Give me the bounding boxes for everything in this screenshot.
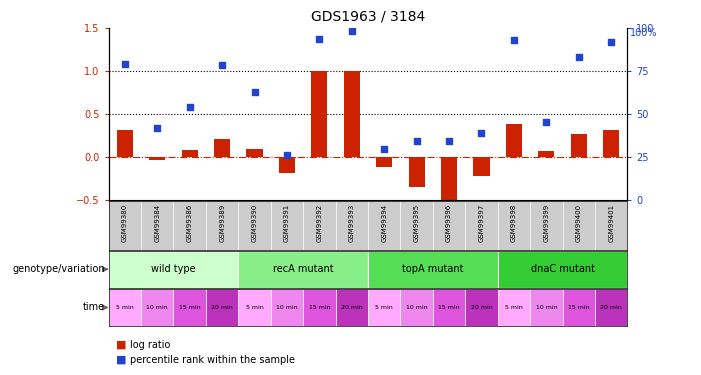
Bar bbox=[247, 148, 263, 157]
Bar bbox=[473, 157, 489, 176]
Text: topA mutant: topA mutant bbox=[402, 264, 463, 274]
Bar bbox=[206, 289, 238, 326]
Bar bbox=[174, 289, 206, 326]
Bar bbox=[368, 251, 498, 288]
Bar bbox=[433, 289, 465, 326]
Point bbox=[217, 62, 228, 68]
Text: 5 min: 5 min bbox=[116, 305, 134, 310]
Point bbox=[379, 146, 390, 152]
Text: 15 min: 15 min bbox=[308, 305, 330, 310]
Bar bbox=[441, 157, 457, 200]
Text: wild type: wild type bbox=[151, 264, 196, 274]
Bar bbox=[238, 289, 271, 326]
Text: 20 min: 20 min bbox=[211, 305, 233, 310]
Bar bbox=[279, 157, 295, 172]
Point bbox=[606, 39, 617, 45]
Text: percentile rank within the sample: percentile rank within the sample bbox=[130, 355, 294, 365]
Text: GSM99398: GSM99398 bbox=[511, 203, 517, 242]
Text: 10 min: 10 min bbox=[147, 305, 168, 310]
Point bbox=[151, 125, 163, 131]
Point bbox=[573, 54, 585, 60]
Text: GSM99390: GSM99390 bbox=[252, 203, 257, 242]
Text: GSM99401: GSM99401 bbox=[608, 203, 614, 242]
Text: 10 min: 10 min bbox=[276, 305, 298, 310]
Bar bbox=[538, 151, 554, 157]
Bar bbox=[603, 129, 619, 157]
Point bbox=[184, 104, 196, 110]
Text: GSM99397: GSM99397 bbox=[479, 203, 484, 242]
Text: GSM99384: GSM99384 bbox=[154, 203, 161, 242]
Text: GSM99392: GSM99392 bbox=[316, 203, 322, 242]
Bar bbox=[214, 139, 230, 157]
Text: 15 min: 15 min bbox=[438, 305, 460, 310]
Text: 15 min: 15 min bbox=[568, 305, 590, 310]
Point bbox=[444, 138, 455, 144]
Bar bbox=[530, 289, 562, 326]
Bar bbox=[271, 289, 303, 326]
Bar bbox=[376, 157, 393, 168]
Text: GSM99400: GSM99400 bbox=[576, 203, 582, 242]
Text: GSM99395: GSM99395 bbox=[414, 203, 420, 242]
Text: GSM99386: GSM99386 bbox=[186, 203, 193, 242]
Text: GSM99399: GSM99399 bbox=[543, 203, 550, 242]
Point bbox=[281, 152, 292, 158]
Bar bbox=[141, 289, 174, 326]
Text: GSM99391: GSM99391 bbox=[284, 203, 290, 242]
Text: 20 min: 20 min bbox=[600, 305, 622, 310]
Bar bbox=[595, 289, 627, 326]
Bar bbox=[368, 289, 400, 326]
Point bbox=[314, 36, 325, 42]
Bar bbox=[465, 289, 498, 326]
Text: 20 min: 20 min bbox=[341, 305, 362, 310]
Text: GSM99393: GSM99393 bbox=[349, 203, 355, 242]
Bar bbox=[117, 129, 133, 157]
Bar bbox=[506, 124, 522, 157]
Bar bbox=[109, 251, 238, 288]
Text: time: time bbox=[83, 303, 105, 312]
Text: GDS1963 / 3184: GDS1963 / 3184 bbox=[311, 10, 425, 24]
Text: 20 min: 20 min bbox=[470, 305, 492, 310]
Text: recA mutant: recA mutant bbox=[273, 264, 334, 274]
Bar bbox=[336, 289, 368, 326]
Bar bbox=[303, 289, 336, 326]
Bar bbox=[400, 289, 433, 326]
Text: GSM99380: GSM99380 bbox=[122, 203, 128, 242]
Text: 10 min: 10 min bbox=[406, 305, 428, 310]
Text: 15 min: 15 min bbox=[179, 305, 200, 310]
Text: 5 min: 5 min bbox=[505, 305, 523, 310]
Text: ■: ■ bbox=[116, 340, 126, 350]
Text: dnaC mutant: dnaC mutant bbox=[531, 264, 594, 274]
Point bbox=[540, 119, 552, 125]
Bar bbox=[562, 289, 595, 326]
Bar bbox=[109, 289, 141, 326]
Bar bbox=[238, 251, 368, 288]
Point bbox=[508, 37, 519, 43]
Text: genotype/variation: genotype/variation bbox=[13, 264, 105, 274]
Bar bbox=[498, 251, 627, 288]
Text: 100%: 100% bbox=[630, 28, 658, 38]
Bar bbox=[409, 157, 425, 188]
Point bbox=[411, 138, 422, 144]
Text: 10 min: 10 min bbox=[536, 305, 557, 310]
Bar bbox=[571, 134, 587, 157]
Text: 5 min: 5 min bbox=[375, 305, 393, 310]
Text: log ratio: log ratio bbox=[130, 340, 170, 350]
Bar bbox=[498, 289, 530, 326]
Point bbox=[119, 61, 130, 67]
Bar bbox=[343, 71, 360, 157]
Text: GSM99396: GSM99396 bbox=[446, 203, 452, 242]
Text: 5 min: 5 min bbox=[245, 305, 264, 310]
Point bbox=[476, 130, 487, 136]
Bar bbox=[182, 150, 198, 157]
Text: GSM99389: GSM99389 bbox=[219, 203, 225, 242]
Text: ■: ■ bbox=[116, 355, 126, 365]
Bar bbox=[149, 157, 165, 160]
Bar bbox=[311, 71, 327, 157]
Text: GSM99394: GSM99394 bbox=[381, 203, 387, 242]
Point bbox=[346, 28, 358, 34]
Point bbox=[249, 88, 260, 94]
